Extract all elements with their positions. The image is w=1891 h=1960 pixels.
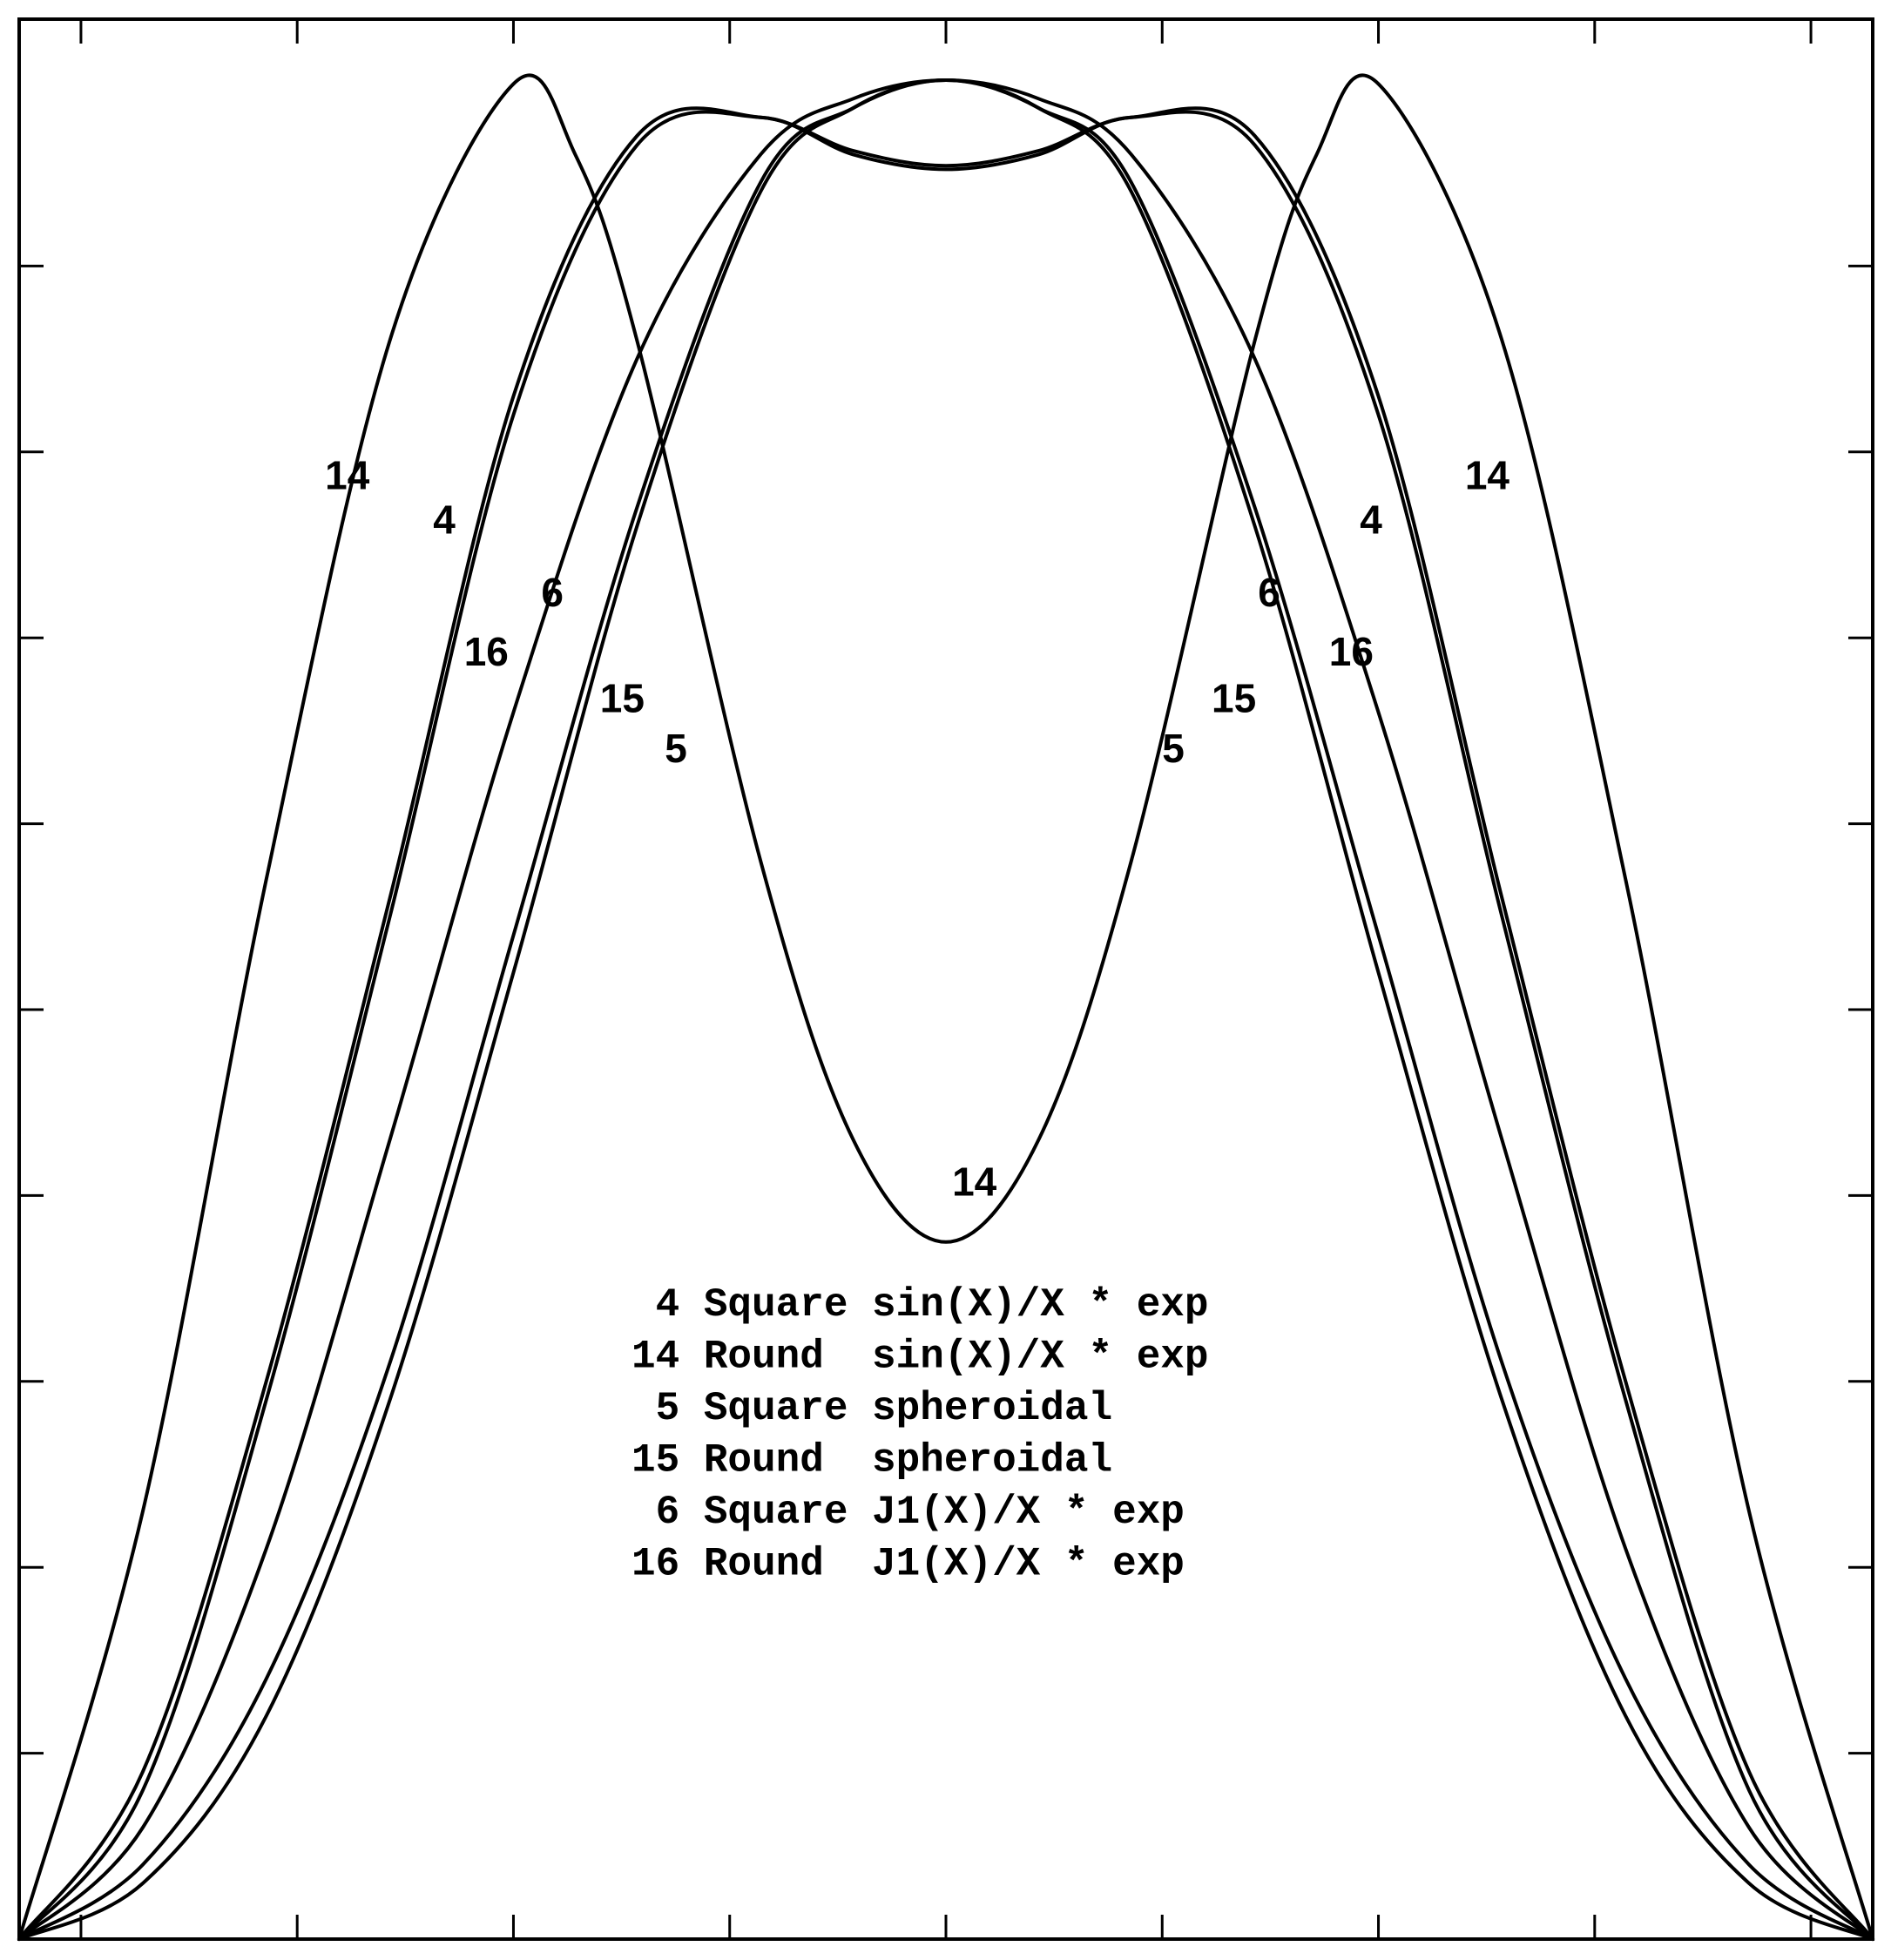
legend-entry-4: 6 Square J1(X)/X * exp bbox=[631, 1490, 1185, 1535]
legend-entry-0: 4 Square sin(X)/X * exp bbox=[631, 1282, 1209, 1328]
curve-label-12: 14 bbox=[1465, 452, 1510, 497]
curve-14 bbox=[17, 73, 1874, 1941]
curve-label-3: 16 bbox=[464, 629, 509, 674]
curve-label-4: 15 bbox=[600, 676, 645, 721]
curve-label-8: 15 bbox=[1212, 676, 1256, 721]
curve-label-1: 4 bbox=[433, 497, 456, 543]
curve-label-2: 6 bbox=[541, 570, 564, 615]
curves bbox=[17, 73, 1874, 1941]
curve-label-6: 14 bbox=[952, 1159, 997, 1204]
curve-label-5: 5 bbox=[665, 726, 687, 771]
legend-entry-1: 14 Round sin(X)/X * exp bbox=[631, 1335, 1209, 1380]
curve-4 bbox=[17, 106, 1874, 1941]
legend-entry-5: 16 Round J1(X)/X * exp bbox=[631, 1542, 1185, 1587]
curve-6 bbox=[17, 78, 1874, 1941]
curve-label-7: 5 bbox=[1162, 726, 1185, 771]
curve-label-0: 14 bbox=[325, 452, 370, 497]
legend-entry-2: 5 Square spheroidal bbox=[631, 1386, 1112, 1431]
curve-label-10: 16 bbox=[1329, 629, 1374, 674]
legend-entry-3: 15 Round spheroidal bbox=[631, 1438, 1112, 1484]
curve-labels: 14 4 6 16 15 5 14 5 15 6 16 4 14 bbox=[325, 452, 1509, 1204]
tick-marks bbox=[19, 19, 1873, 1939]
curve-16 bbox=[17, 110, 1874, 1941]
curve-label-11: 4 bbox=[1360, 497, 1382, 543]
legend: 4 Square sin(X)/X * exp 14 Round sin(X)/X… bbox=[631, 1282, 1209, 1587]
curve-5 bbox=[17, 78, 1874, 1941]
curve-15 bbox=[17, 78, 1874, 1941]
curve-label-9: 6 bbox=[1258, 570, 1280, 615]
